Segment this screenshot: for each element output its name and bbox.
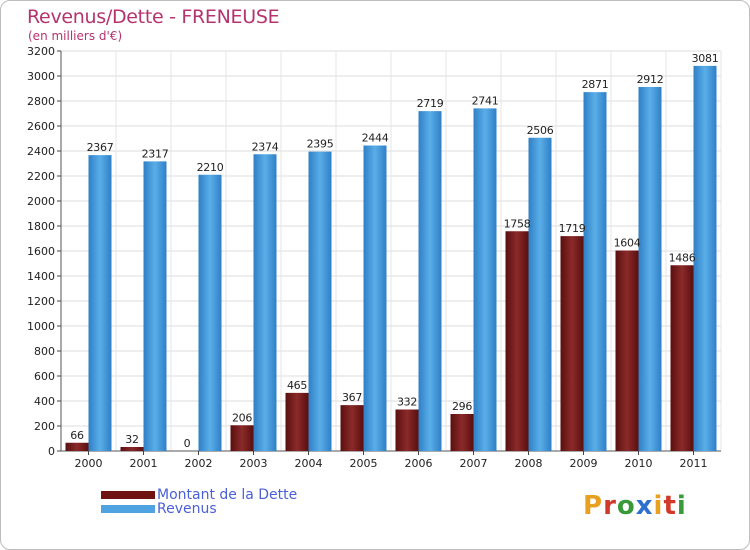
x-tick-label: 2008 (515, 457, 543, 470)
data-label-dette-2002: 0 (184, 437, 191, 450)
grid-lines (60, 50, 722, 452)
legend-swatch-revenus (101, 505, 155, 513)
bar-revenus-2005 (363, 145, 387, 451)
x-tick-label: 2001 (130, 457, 158, 470)
data-label-revenus-2002: 2210 (197, 161, 224, 174)
bar-revenus-2008 (528, 137, 552, 451)
data-label-revenus-2000: 2367 (87, 141, 114, 154)
data-label-dette-2004: 465 (287, 379, 307, 392)
data-labels: 66 2367 32 2317 0 2210 206 2374 465 2395 367 2444 33… (70, 52, 718, 450)
bar-revenus-2011 (693, 65, 717, 451)
bar-revenus-2007 (473, 108, 497, 451)
bar-revenus-2002 (198, 174, 222, 451)
data-label-dette-2000: 66 (70, 429, 84, 442)
data-label-dette-2010: 1604 (614, 237, 641, 250)
chart-title: Revenus/Dette - FRENEUSE (27, 6, 280, 28)
bar-dette-2004 (285, 392, 309, 451)
legend-label-revenus: Revenus (157, 501, 217, 517)
bars (65, 65, 717, 451)
chart-subtitle: (en milliers d'€) (28, 29, 123, 43)
logo-letter: x (635, 491, 654, 521)
bar-dette-2005 (340, 405, 364, 451)
bar-dette-2007 (450, 414, 474, 451)
x-tick-label: 2004 (295, 457, 323, 470)
legend-label-dette: Montant de la Dette (157, 487, 298, 503)
logo-letter: P (583, 491, 604, 521)
y-tick-label: 2800 (27, 95, 55, 108)
x-tick-label: 2006 (405, 457, 433, 470)
y-tick-label: 2600 (27, 120, 55, 133)
bar-dette-2001 (120, 447, 144, 451)
bar-dette-2008 (505, 231, 529, 451)
bar-revenus-2001 (143, 161, 167, 451)
data-label-revenus-2005: 2444 (362, 132, 389, 145)
x-tick-label: 2011 (680, 457, 708, 470)
bar-revenus-2003 (253, 154, 277, 451)
x-tick-label: 2000 (75, 457, 103, 470)
data-label-dette-2003: 206 (232, 411, 252, 424)
legend-item-revenus: Revenus (101, 501, 217, 517)
x-tick-label: 2010 (625, 457, 653, 470)
data-label-dette-2011: 1486 (669, 251, 696, 264)
bar-dette-2009 (560, 236, 584, 451)
logo-letter: r (603, 491, 617, 521)
logo-letter: i (653, 491, 664, 521)
bar-dette-2011 (670, 265, 694, 451)
x-tick-label: 2007 (460, 457, 488, 470)
y-tick-label: 1600 (27, 245, 55, 258)
legend-swatch-dette (101, 491, 155, 499)
bar-dette-2000 (65, 442, 89, 451)
x-tick-label: 2009 (570, 457, 598, 470)
data-label-dette-2001: 32 (125, 433, 138, 446)
bar-revenus-2006 (418, 111, 442, 451)
y-tick-label: 2000 (27, 195, 55, 208)
y-tick-label: 2200 (27, 170, 55, 183)
data-label-revenus-2010: 2912 (637, 73, 664, 86)
y-tick-label: 1400 (27, 270, 55, 283)
bar-revenus-2010 (638, 87, 662, 451)
data-label-dette-2006: 332 (397, 396, 417, 409)
data-label-revenus-2011: 3081 (692, 52, 719, 65)
legend-item-dette: Montant de la Dette (101, 487, 297, 503)
x-tick-label: 2005 (350, 457, 378, 470)
data-label-revenus-2009: 2871 (582, 78, 609, 91)
y-tick-label: 2400 (27, 145, 55, 158)
data-label-revenus-2001: 2317 (142, 147, 169, 160)
axes: 0 200 400 600 800 1000 1200 1400 1600 1800 2000 220… (27, 45, 721, 470)
data-label-revenus-2003: 2374 (252, 140, 279, 153)
x-tick-label: 2003 (240, 457, 268, 470)
y-tick-label: 3200 (27, 45, 55, 58)
bar-dette-2010 (615, 250, 639, 451)
data-label-dette-2005: 367 (342, 391, 362, 404)
bar-dette-2003 (230, 425, 254, 451)
y-tick-label: 1200 (27, 295, 55, 308)
y-tick-label: 400 (34, 395, 55, 408)
y-tick-label: 600 (34, 370, 55, 383)
logo-letter: i (676, 491, 687, 521)
x-tick-label: 2002 (185, 457, 213, 470)
data-label-revenus-2006: 2719 (417, 97, 444, 110)
data-label-revenus-2008: 2506 (527, 124, 554, 137)
data-label-dette-2008: 1758 (504, 217, 531, 230)
bar-revenus-2004 (308, 151, 332, 451)
y-tick-label: 1800 (27, 220, 55, 233)
data-label-revenus-2007: 2741 (472, 94, 499, 107)
y-tick-label: 3000 (27, 70, 55, 83)
y-tick-label: 800 (34, 345, 55, 358)
data-label-dette-2007: 296 (452, 400, 472, 413)
y-tick-label: 1000 (27, 320, 55, 333)
y-tick-label: 0 (48, 445, 55, 458)
data-label-revenus-2004: 2395 (307, 138, 334, 151)
bar-dette-2006 (395, 409, 419, 451)
logo-letter: o (616, 491, 636, 521)
bar-revenus-2009 (583, 92, 607, 451)
proxiti-logo: Proxiti (583, 491, 687, 521)
logo-letter: t (663, 491, 677, 521)
y-tick-label: 200 (34, 420, 55, 433)
data-label-dette-2009: 1719 (559, 222, 586, 235)
bar-revenus-2000 (88, 155, 112, 451)
